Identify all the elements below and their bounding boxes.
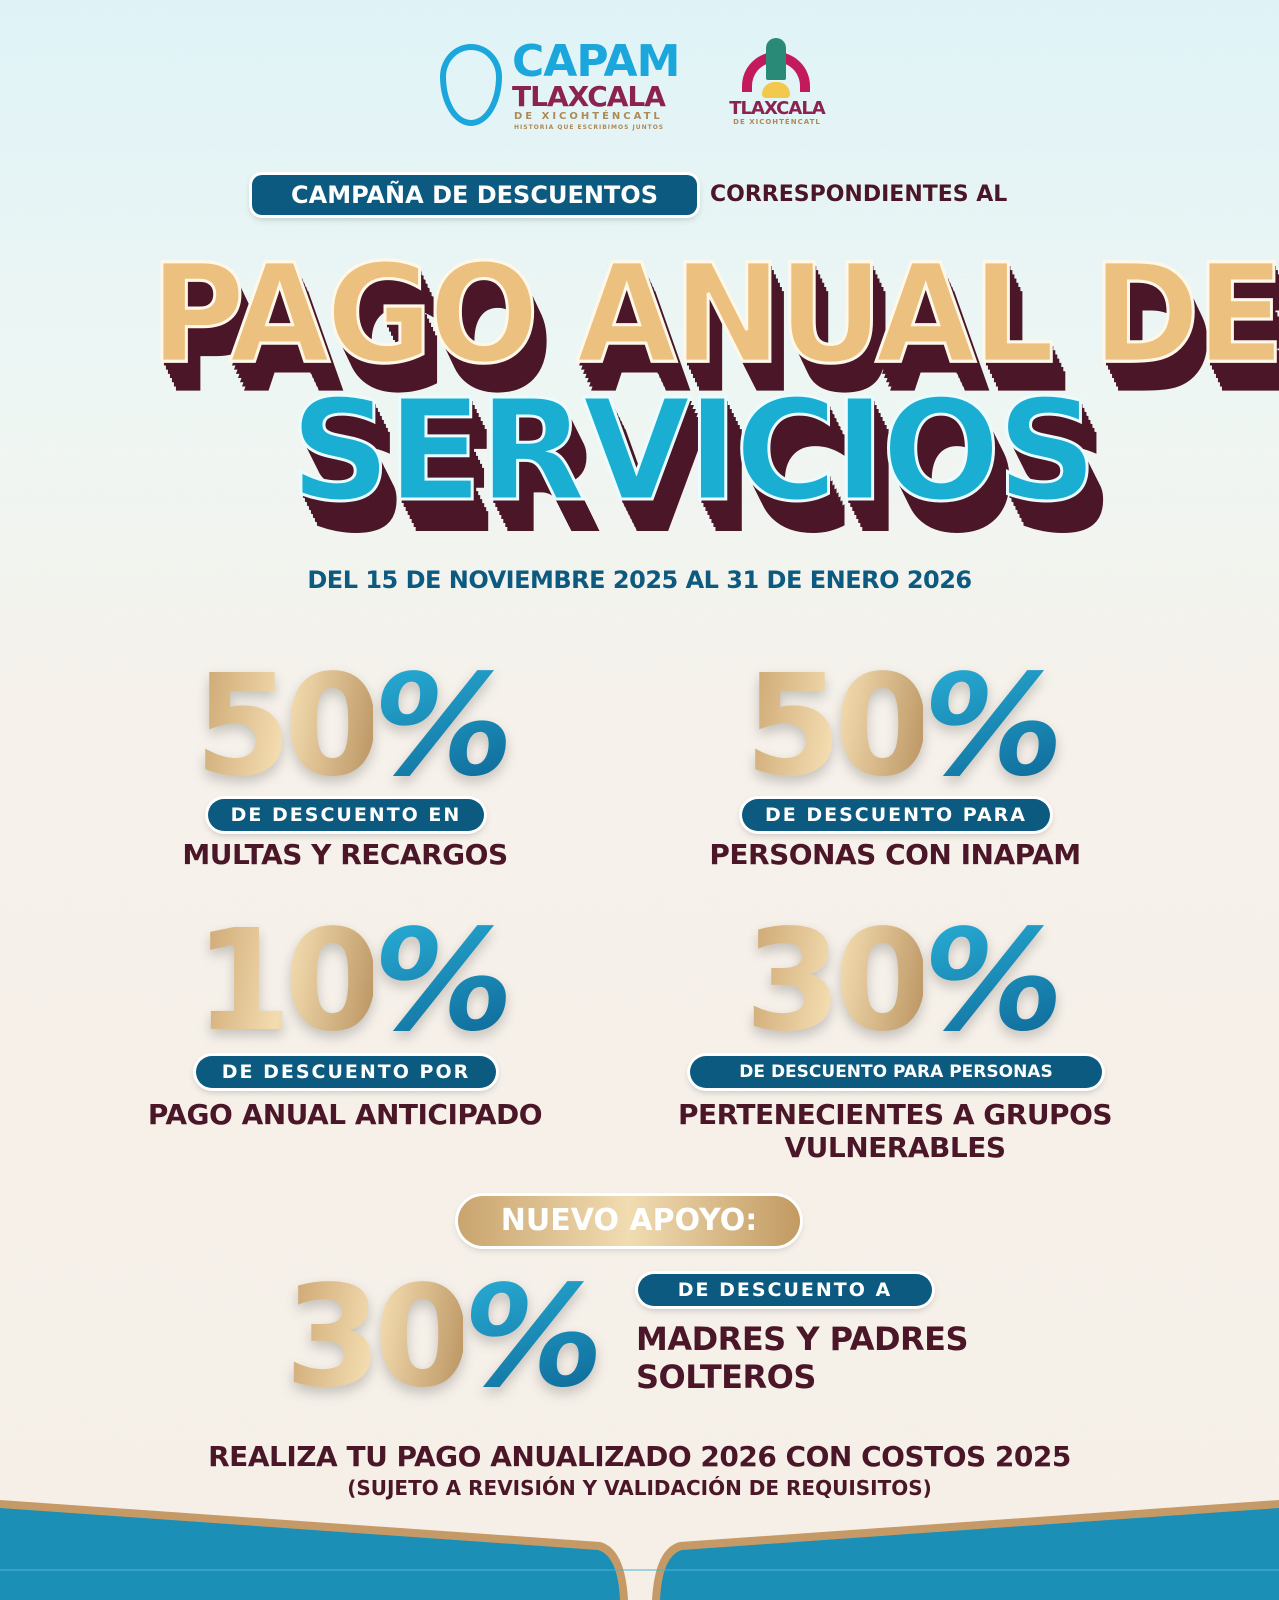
new-support-card: 30% xyxy=(255,1256,625,1419)
capam-logo: CAPAM TLAXCALA DE XICOHTÉNCATL HISTORIA … xyxy=(440,36,690,135)
capam-logo-subtitle: DE XICOHTÉNCATL xyxy=(514,111,663,122)
capam-logo-slogan: HISTORIA QUE ESCRIBIMOS JUNTOS xyxy=(514,124,665,131)
discount-number: 50 xyxy=(194,645,381,808)
discount-number: 30 xyxy=(284,1256,471,1419)
percent-sign: % xyxy=(373,645,513,808)
capam-logo-tlaxcala: TLAXCALA xyxy=(512,80,666,113)
discount-label: MADRES Y PADRES SOLTEROS xyxy=(636,1320,969,1396)
discount-tag: DE DESCUENTO PARA PERSONAS xyxy=(690,1056,1102,1088)
discount-card: 30% xyxy=(690,900,1110,1063)
campaign-subtitle: CORRESPONDIENTES AL xyxy=(710,182,1008,207)
percent-sign: % xyxy=(923,900,1063,1063)
discount-label: PERSONAS CON INAPAM xyxy=(709,838,1081,871)
discount-number: 10 xyxy=(194,900,381,1063)
discount-number: 30 xyxy=(744,900,931,1063)
discount-tag: DE DESCUENTO A xyxy=(638,1274,932,1306)
percent-sign: % xyxy=(373,900,513,1063)
footer-main: REALIZA TU PAGO ANUALIZADO 2026 CON COST… xyxy=(208,1440,1071,1473)
campaign-dates: DEL 15 DE NOVIEMBRE 2025 AL 31 DE ENERO … xyxy=(307,566,972,594)
capam-logo-text: CAPAM xyxy=(512,36,680,87)
label-line: SOLTEROS xyxy=(636,1358,816,1396)
bell-icon xyxy=(762,82,790,98)
discount-label: MULTAS Y RECARGOS xyxy=(182,838,508,871)
percent-sign: % xyxy=(463,1256,603,1419)
discount-card: 10% xyxy=(140,900,560,1063)
percent-sign: % xyxy=(923,645,1063,808)
tlaxcala-government-logo: TLAXCALA DE XICOHTÉNCATL xyxy=(722,38,832,133)
label-line: MADRES Y PADRES xyxy=(636,1320,969,1358)
footer-note: (SUJETO A REVISIÓN Y VALIDACIÓN DE REQUI… xyxy=(347,1476,932,1500)
discount-label: PAGO ANUAL ANTICIPADO xyxy=(147,1098,543,1131)
title-line-1: PAGO ANUAL DE xyxy=(149,233,1279,396)
new-support-badge: NUEVO APOYO: xyxy=(458,1196,800,1246)
gob-logo-text: TLAXCALA xyxy=(729,98,825,119)
gob-logo-subtitle: DE XICOHTÉNCATL xyxy=(733,118,821,126)
discount-card: 50% xyxy=(690,645,1110,808)
discount-label: PERTENECIENTES A GRUPOS VULNERABLES xyxy=(677,1098,1113,1164)
title-line-2: SERVICIOS xyxy=(288,369,1098,535)
discount-tag: DE DESCUENTO EN xyxy=(208,799,484,831)
campaign-badge: CAMPAÑA DE DESCUENTOS xyxy=(252,175,697,215)
discount-number: 50 xyxy=(744,645,931,808)
water-drop-faucet-icon xyxy=(440,44,502,126)
discount-tag: DE DESCUENTO POR xyxy=(196,1056,496,1088)
plume-icon xyxy=(766,38,786,80)
discount-tag: DE DESCUENTO PARA xyxy=(742,799,1050,831)
discount-card: 50% xyxy=(140,645,560,808)
decorative-bottom-band xyxy=(0,1500,1279,1600)
